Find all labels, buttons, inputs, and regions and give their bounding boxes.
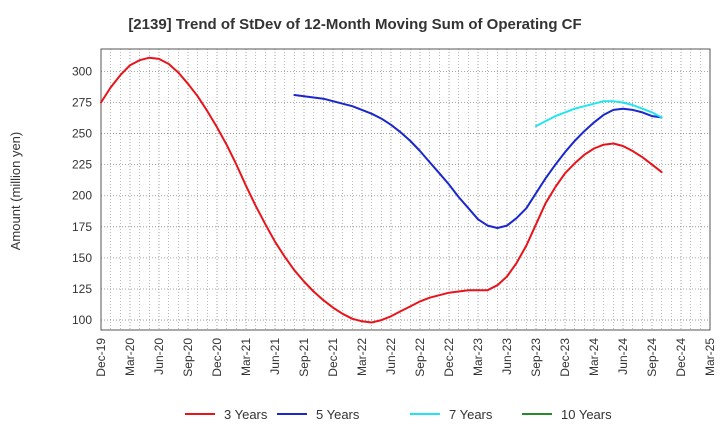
x-tick-label: Jun-23 (500, 338, 514, 375)
x-tick-label: Dec-23 (558, 338, 572, 377)
y-tick-label: 250 (72, 127, 92, 141)
x-tick-label: Mar-20 (123, 338, 137, 376)
plot-frame (100, 48, 711, 331)
y-tick-label: 275 (72, 95, 92, 109)
x-tick-label: Dec-21 (326, 338, 340, 377)
x-tick-label: Dec-19 (94, 338, 108, 377)
x-tick-label: Sep-20 (181, 338, 195, 377)
series-line-7-years (535, 100, 663, 128)
x-tick-label: Dec-20 (210, 338, 224, 377)
y-tick-label: 225 (72, 158, 92, 172)
x-tick-label: Sep-21 (297, 338, 311, 377)
series-line-3-years (100, 56, 663, 324)
x-tick-label: Sep-22 (413, 338, 427, 377)
y-axis-label: Amount (million yen) (8, 132, 23, 251)
series-line-5-years (293, 94, 663, 229)
x-tick-label: Sep-23 (529, 338, 543, 377)
legend-label-10-years: 10 Years (561, 407, 612, 422)
x-tick-label: Dec-22 (442, 338, 456, 377)
chart-title: [2139] Trend of StDev of 12-Month Moving… (128, 16, 581, 33)
x-tick-label: Jun-21 (268, 338, 282, 375)
x-tick-label: Jun-24 (616, 338, 630, 375)
x-tick-label: Mar-22 (355, 338, 369, 376)
x-tick-label: Jun-22 (384, 338, 398, 375)
x-tick-label: Mar-25 (703, 338, 717, 376)
y-tick-label: 200 (72, 189, 92, 203)
x-tick-label: Mar-24 (587, 338, 601, 376)
plot-background (101, 49, 710, 330)
x-tick-label: Dec-24 (674, 338, 688, 377)
x-tick-label: Mar-21 (239, 338, 253, 376)
y-tick-label: 100 (72, 313, 92, 327)
y-tick-label: 175 (72, 220, 92, 234)
x-tick-label: Sep-24 (645, 338, 659, 377)
legend-label-3-years: 3 Years (224, 407, 268, 422)
plot-area: 100 125 150 175 200 225 250 275 300 Dec-19 Mar-20 J… (72, 48, 717, 377)
y-tick-label: 125 (72, 282, 92, 296)
y-tick-label: 150 (72, 251, 92, 265)
legend-label-7-years: 7 Years (449, 407, 493, 422)
legend: 3 Years 5 Years 7 Years 10 Years (185, 407, 612, 422)
x-tick-label: Mar-23 (471, 338, 485, 376)
x-tick-label: Jun-20 (152, 338, 166, 375)
y-tick-label: 300 (72, 64, 92, 78)
legend-label-5-years: 5 Years (316, 407, 360, 422)
